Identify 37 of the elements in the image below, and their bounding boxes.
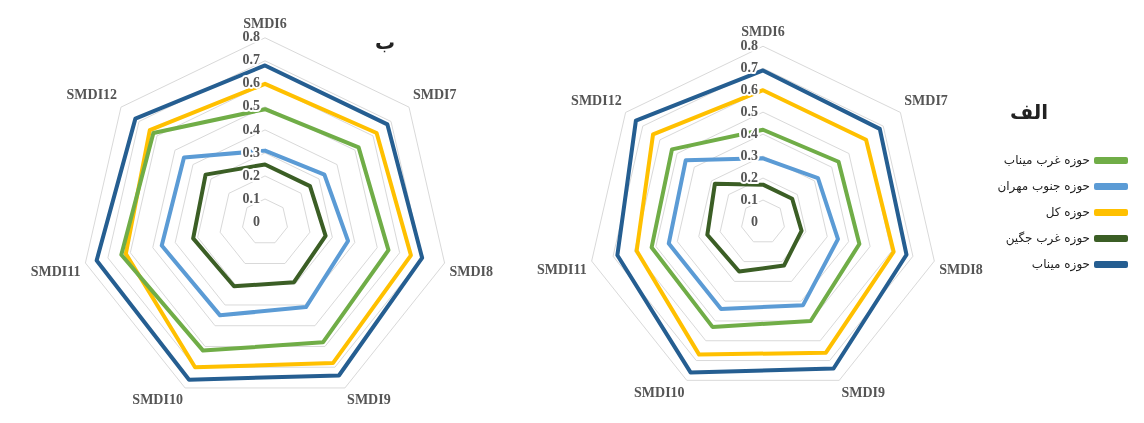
legend-label: حوزه غرب جگین: [1005, 230, 1090, 246]
y-tick-label: 0.2: [740, 169, 758, 185]
y-tick-label: 0: [253, 213, 260, 229]
spoke-label: SMDI6: [243, 16, 287, 32]
y-tick-label: 0.7: [242, 52, 260, 68]
y-tick-label: 0.7: [740, 59, 758, 75]
y-tick-label: 0.2: [242, 167, 260, 183]
text: الف: [1010, 100, 1049, 124]
spoke-label: SMDI7: [412, 87, 457, 103]
spoke-label: SMDI6: [741, 24, 785, 40]
y-tick-label: 0.6: [740, 81, 758, 97]
spoke-label: SMDI10: [132, 392, 183, 408]
spoke-label: SMDI10: [634, 384, 685, 400]
y-tick-label: 0.5: [242, 98, 260, 114]
spoke-label: SMDI9: [841, 384, 885, 400]
spoke-label: SMDI11: [536, 262, 587, 278]
y-tick-label: 0.4: [740, 125, 758, 141]
spoke-label: SMDI9: [347, 392, 391, 408]
spoke-label: SMDI12: [571, 92, 622, 108]
y-tick-label: 0.8: [242, 29, 260, 45]
y-tick-label: 0.5: [740, 103, 758, 119]
legend-label: حوزه غرب میناب: [1003, 152, 1090, 168]
y-tick-label: 0.6: [242, 75, 260, 91]
y-tick-label: 0.8: [740, 37, 758, 53]
spoke-label: SMDI8: [449, 264, 494, 280]
y-tick-label: 0.4: [242, 121, 260, 137]
y-tick-label: 0: [751, 213, 758, 229]
text: ب: [375, 30, 396, 54]
y-tick-label: 0.1: [740, 191, 758, 207]
spoke-label: SMDI7: [904, 92, 948, 108]
spoke-label: SMDI11: [30, 264, 81, 280]
y-tick-label: 0.1: [242, 190, 260, 206]
spoke-label: SMDI8: [939, 262, 983, 278]
legend-label: حوزه جنوب مهران: [997, 178, 1090, 194]
legend-label: حوزه میناب: [1031, 256, 1090, 272]
spoke-label: SMDI12: [66, 87, 118, 103]
legend-label: حوزه کل: [1045, 204, 1090, 220]
